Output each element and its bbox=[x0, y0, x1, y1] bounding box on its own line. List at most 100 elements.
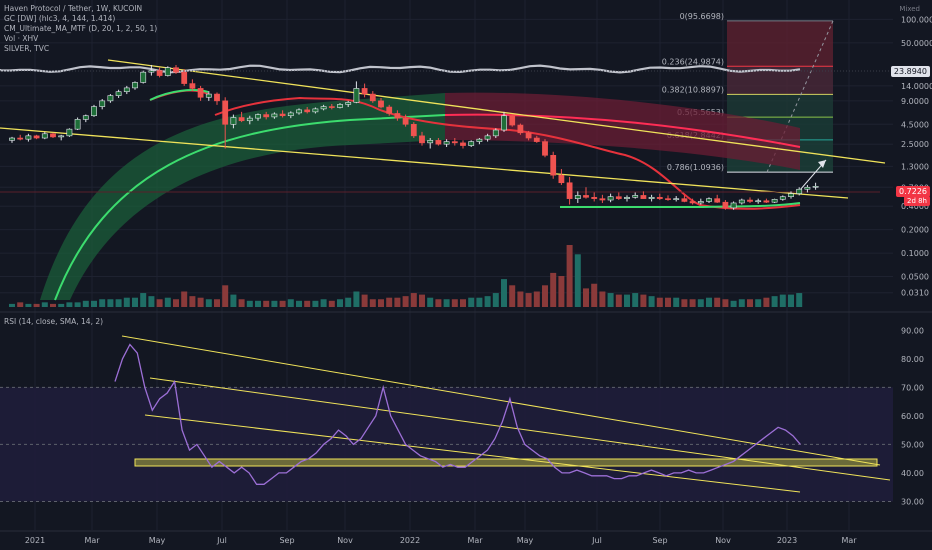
candle-body bbox=[337, 104, 343, 108]
candle-body bbox=[714, 198, 721, 203]
volume-bar bbox=[697, 299, 704, 307]
candle-body bbox=[599, 198, 606, 201]
candle-body bbox=[222, 100, 229, 125]
volume-bar bbox=[58, 303, 65, 307]
candle-body bbox=[378, 100, 384, 108]
rsi-legend[interactable]: RSI (14, close, SMA, 14, 2) bbox=[4, 317, 104, 326]
candle-body bbox=[747, 199, 753, 202]
candle-body bbox=[230, 117, 237, 125]
volume-bar bbox=[689, 299, 696, 307]
projection-arrowhead bbox=[818, 160, 826, 168]
candle-body bbox=[123, 87, 130, 92]
symbol-title[interactable]: Haven Protocol / Tether, 1W, KUCOIN bbox=[4, 4, 143, 13]
indicator-silver-label[interactable]: SILVER, TVC bbox=[4, 44, 50, 53]
candle-body bbox=[591, 197, 598, 199]
candle-body bbox=[50, 133, 56, 138]
candle-body bbox=[533, 137, 540, 142]
candle-body bbox=[271, 113, 278, 118]
gc-mid-line bbox=[54, 114, 446, 301]
volume-bar bbox=[509, 285, 516, 307]
candle-body bbox=[804, 186, 811, 190]
rsi-axis-label: 60.00 bbox=[901, 412, 924, 421]
candle-body bbox=[238, 117, 245, 122]
candle-body bbox=[632, 195, 639, 198]
candle-body bbox=[689, 201, 696, 204]
candle-body bbox=[607, 196, 614, 201]
candle-body bbox=[66, 128, 73, 137]
volume-bar bbox=[123, 297, 130, 307]
fib-level-label: 0.786(1.0936) bbox=[667, 163, 724, 172]
volume-bar bbox=[320, 299, 327, 307]
volume-bar bbox=[624, 294, 630, 307]
volume-bar bbox=[271, 300, 278, 307]
volume-bar bbox=[255, 300, 261, 307]
volume-bar bbox=[140, 293, 147, 307]
candle-body bbox=[648, 197, 655, 199]
indicator-gc-label[interactable]: GC [DW] (hlc3, 4, 144, 1.414) bbox=[4, 14, 116, 23]
volume-bar bbox=[99, 299, 106, 307]
volume-bar bbox=[156, 299, 163, 307]
candle-body bbox=[287, 112, 294, 117]
candles bbox=[9, 64, 819, 210]
rsi-trendline-1 bbox=[121, 335, 881, 466]
price-axis: 100.0000 50.0000 14.0000 9.0000 4.5000 2.5000… bbox=[901, 15, 932, 506]
candle-body bbox=[730, 202, 737, 209]
candle-body bbox=[451, 141, 458, 144]
time-axis-label: May bbox=[149, 536, 166, 545]
time-axis-label: Sep bbox=[279, 536, 294, 545]
candle-body bbox=[509, 115, 516, 126]
volume-bar bbox=[74, 302, 81, 307]
candle-body bbox=[156, 70, 163, 76]
candle-body bbox=[427, 140, 434, 144]
price-axis-label: 100.0000 bbox=[901, 15, 932, 24]
volume-bar bbox=[25, 303, 32, 307]
price-axis-label: 2.5000 bbox=[901, 140, 929, 149]
silver-line bbox=[0, 64, 801, 74]
candle-body bbox=[140, 71, 147, 83]
volume-bar bbox=[41, 302, 48, 307]
volume-bar bbox=[279, 300, 286, 307]
volume-bar bbox=[287, 299, 294, 307]
indicator-ma-label[interactable]: CM_Ultimate_MA_MTF (D, 20, 1, 2, 50, 1) bbox=[4, 24, 158, 33]
gc-band-red bbox=[445, 92, 800, 170]
volume-bar bbox=[419, 294, 425, 307]
volume-bar bbox=[738, 299, 745, 307]
volume-bar bbox=[181, 291, 188, 307]
candle-body bbox=[328, 106, 335, 108]
candle-body bbox=[755, 200, 762, 203]
volume-bar bbox=[435, 299, 442, 307]
volume-bar bbox=[747, 299, 753, 307]
indicator-volume-label[interactable]: Vol · XHV bbox=[4, 34, 39, 43]
fib-zone bbox=[727, 20, 833, 67]
volume-bar bbox=[788, 294, 794, 307]
candle-body bbox=[460, 142, 466, 146]
countdown-tag: 2d 8h bbox=[903, 196, 930, 206]
volume-bar bbox=[410, 293, 417, 307]
candle-body bbox=[517, 124, 524, 134]
volume-bar bbox=[304, 300, 311, 307]
time-axis-label: Sep bbox=[652, 536, 667, 545]
candle-body bbox=[476, 138, 483, 142]
candle-body bbox=[779, 196, 786, 200]
time-axis-label: Nov bbox=[715, 536, 731, 545]
scale-mode-label[interactable]: Mixed bbox=[899, 5, 920, 13]
rsi-axis-label: 40.00 bbox=[901, 469, 924, 478]
candle-body bbox=[722, 201, 729, 209]
chart-legend: Haven Protocol / Tether, 1W, KUCOIN GC [… bbox=[4, 4, 157, 54]
candle-body bbox=[558, 174, 565, 184]
volume-bar bbox=[386, 297, 393, 307]
candle-body bbox=[812, 186, 819, 188]
candle-body bbox=[706, 198, 712, 202]
price-axis-label: 1.3000 bbox=[901, 162, 929, 171]
price-axis-label: 9.0000 bbox=[901, 97, 929, 106]
candle-body bbox=[296, 109, 302, 114]
candle-body bbox=[697, 201, 704, 204]
volume-bar bbox=[50, 303, 56, 307]
volume-bar bbox=[722, 299, 729, 307]
volume-bar bbox=[574, 254, 581, 307]
candle-body bbox=[255, 114, 261, 119]
candle-body bbox=[673, 198, 680, 200]
candle-body bbox=[550, 155, 557, 176]
volume-bar bbox=[525, 293, 532, 307]
